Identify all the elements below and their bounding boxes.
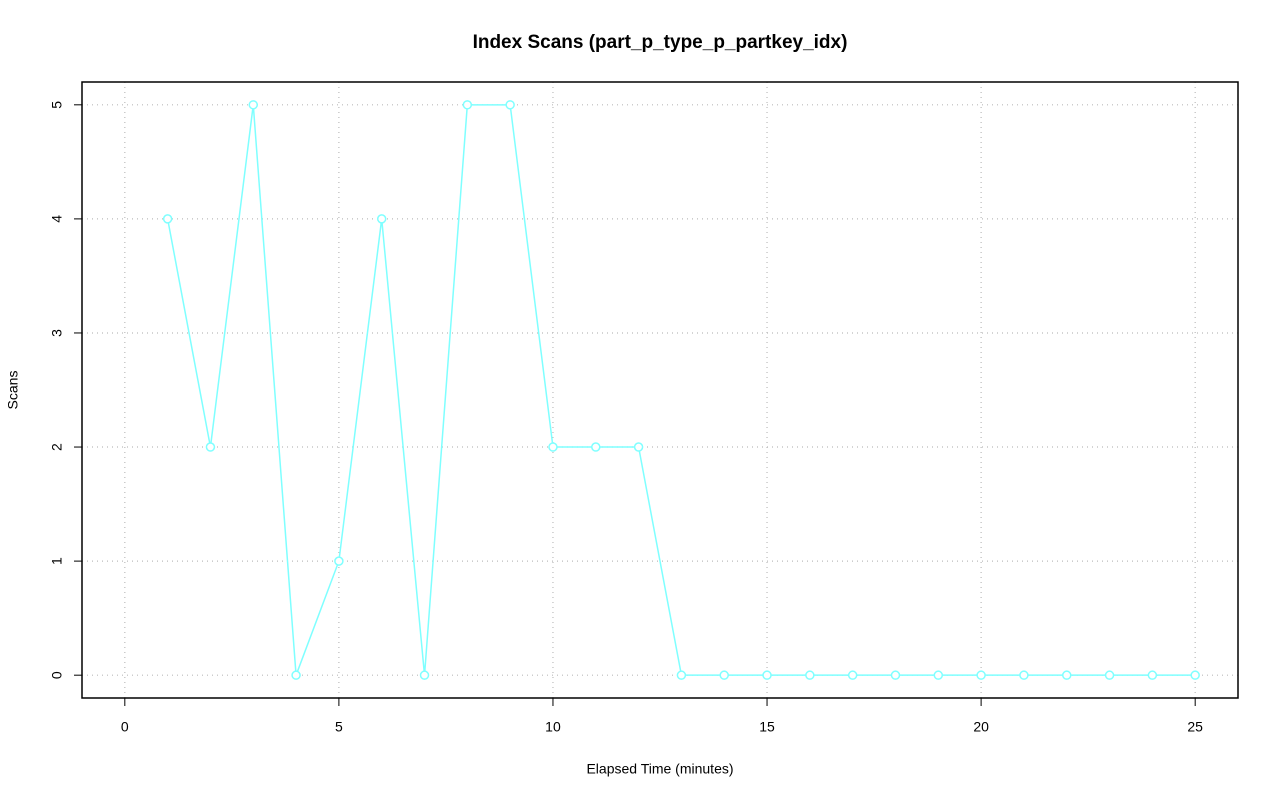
data-point (890, 670, 901, 680)
data-point (805, 670, 815, 680)
x-tick-label: 25 (1187, 719, 1203, 735)
data-point (633, 442, 644, 452)
data-point (548, 442, 558, 452)
data-point (1190, 670, 1200, 680)
y-tick-label: 5 (49, 101, 65, 109)
y-axis-label: Scans (5, 371, 21, 410)
y-tick-label: 3 (49, 329, 65, 337)
data-point (591, 442, 601, 452)
y-tick-label: 2 (49, 443, 65, 451)
data-point (162, 214, 173, 224)
x-tick-label: 5 (335, 719, 343, 735)
data-point (505, 100, 515, 110)
data-line (166, 104, 1196, 676)
data-point (1061, 670, 1072, 680)
y-tick-label: 4 (49, 215, 65, 223)
data-point (291, 670, 301, 680)
data-point (933, 670, 944, 680)
data-point (847, 670, 858, 680)
y-tick-label: 0 (49, 671, 65, 679)
data-point (205, 442, 216, 452)
x-tick-label: 20 (973, 719, 989, 735)
data-point (1147, 670, 1158, 680)
x-tick-label: 0 (121, 719, 129, 735)
data-point (419, 670, 430, 680)
data-point (762, 670, 772, 680)
data-point (719, 670, 729, 680)
data-point (1104, 670, 1115, 680)
data-point (376, 214, 387, 224)
x-tick-label: 10 (545, 719, 561, 735)
data-point (334, 556, 344, 566)
plot-frame (81, 81, 1239, 699)
data-point (462, 100, 473, 110)
x-axis-label: Elapsed Time (minutes) (586, 761, 733, 777)
x-tick-label: 15 (759, 719, 775, 735)
data-point (248, 100, 259, 110)
data-point (676, 670, 687, 680)
y-tick-label: 1 (49, 557, 65, 565)
data-point (976, 670, 986, 680)
data-point (1019, 670, 1029, 680)
chart-title: Index Scans (part_p_type_p_partkey_idx) (473, 32, 848, 53)
